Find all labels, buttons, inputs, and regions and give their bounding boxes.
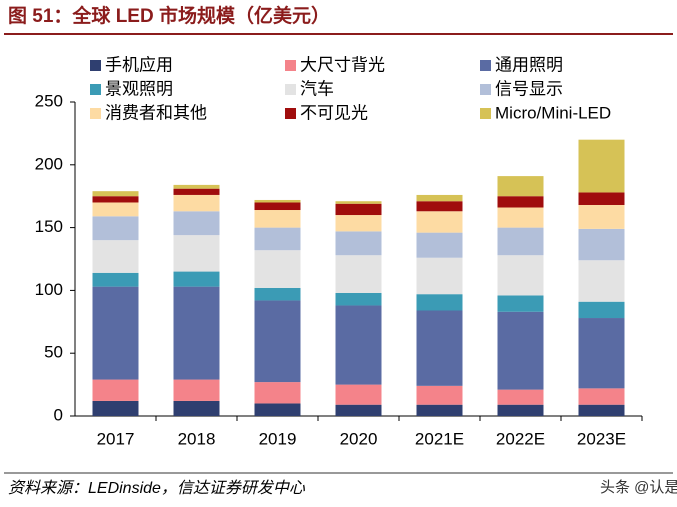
- x-tick-label: 2021E: [415, 429, 464, 448]
- y-tick-label: 100: [35, 280, 63, 299]
- bar-segment: [497, 196, 544, 208]
- bar-segment: [173, 286, 220, 380]
- bar-segment: [416, 201, 463, 212]
- y-tick-label: 200: [35, 154, 63, 173]
- bar-segment: [173, 235, 220, 272]
- bar-segment: [173, 188, 220, 195]
- legend-swatch: [285, 60, 296, 71]
- bar-segment: [92, 196, 139, 203]
- bar-segment: [92, 202, 139, 217]
- legend-label: 手机应用: [105, 55, 173, 74]
- bar-segment: [416, 232, 463, 258]
- bar-segment: [92, 286, 139, 380]
- bar-segment: [578, 192, 625, 205]
- bar-segment: [92, 240, 139, 273]
- bar-segment: [335, 231, 382, 256]
- bar-segment: [497, 389, 544, 405]
- bar-segment: [254, 300, 301, 383]
- bar-segment: [578, 228, 625, 261]
- bar-segment: [92, 272, 139, 287]
- legend-swatch: [285, 84, 296, 95]
- bar-segment: [173, 194, 220, 212]
- source: 资料来源：LEDinside，信达证券研发中心: [8, 479, 306, 497]
- x-tick-label: 2020: [340, 429, 378, 448]
- y-tick-label: 0: [54, 405, 63, 424]
- bar-segment: [497, 404, 544, 416]
- bar-segment: [254, 210, 301, 228]
- x-tick-label: 2019: [259, 429, 297, 448]
- bar-segment: [254, 202, 301, 211]
- bar-segment: [92, 400, 139, 416]
- bar-segment: [578, 204, 625, 229]
- bar-segment: [254, 227, 301, 251]
- y-tick-label: 50: [44, 343, 63, 362]
- legend-swatch: [480, 108, 491, 119]
- bar-segment: [416, 211, 463, 233]
- x-tick-label: 2017: [97, 429, 135, 448]
- bar-segment: [335, 255, 382, 293]
- bar-segment: [254, 403, 301, 416]
- x-tick-label: 2022E: [496, 429, 545, 448]
- bar-segment: [497, 311, 544, 390]
- bar-segment: [254, 287, 301, 301]
- legend-swatch: [90, 60, 101, 71]
- bar-segment: [416, 310, 463, 386]
- bar-segment: [416, 404, 463, 416]
- bar-segment: [578, 318, 625, 389]
- legend-label: 景观照明: [105, 79, 173, 98]
- bar-segment: [335, 215, 382, 232]
- bar-segment: [92, 191, 139, 197]
- bar-segment: [173, 400, 220, 416]
- bar-segment: [173, 184, 220, 189]
- bar-segment: [335, 384, 382, 405]
- bar-segment: [173, 379, 220, 401]
- bar-segment: [578, 260, 625, 302]
- legend-label: 消费者和其他: [105, 103, 207, 122]
- legend-label: 汽车: [300, 79, 334, 98]
- bar-segment: [254, 199, 301, 203]
- bar-segment: [578, 139, 625, 193]
- bar-segment: [335, 201, 382, 204]
- legend-swatch: [285, 108, 296, 119]
- bar-segment: [416, 194, 463, 202]
- legend-swatch: [90, 108, 101, 119]
- y-tick-label: 250: [35, 91, 63, 110]
- bar-segment: [578, 404, 625, 416]
- bar-segment: [254, 250, 301, 288]
- legend-label: 不可见光: [300, 103, 368, 122]
- x-tick-label: 2018: [178, 429, 216, 448]
- legend-swatch: [480, 60, 491, 71]
- legend-label: 信号显示: [495, 79, 563, 98]
- y-tick-label: 150: [35, 217, 63, 236]
- bar-segment: [173, 211, 220, 236]
- bar-segment: [416, 257, 463, 295]
- bar-segment: [578, 388, 625, 405]
- bar-segment: [497, 227, 544, 256]
- bar-segment: [578, 301, 625, 319]
- legend-label: Micro/Mini-LED: [495, 103, 611, 122]
- legend-swatch: [480, 84, 491, 95]
- chart-title: 图 51：全球 LED 市场规模（亿美元）: [8, 4, 330, 27]
- x-tick-label: 2023E: [577, 429, 626, 448]
- bar-segment: [92, 216, 139, 241]
- bar-segment: [497, 176, 544, 197]
- legend-swatch: [90, 84, 101, 95]
- watermark: 头条 @认是: [600, 479, 677, 496]
- bar-segment: [497, 207, 544, 228]
- bar-segment: [416, 385, 463, 405]
- bar-segment: [335, 292, 382, 306]
- bar-segment: [335, 203, 382, 216]
- bar-segment: [173, 271, 220, 287]
- bar-segment: [254, 382, 301, 404]
- bar-segment: [335, 305, 382, 385]
- bar-segment: [497, 295, 544, 312]
- bar-segment: [497, 255, 544, 296]
- legend-label: 通用照明: [495, 55, 563, 74]
- bar-segment: [335, 404, 382, 416]
- bar-segment: [416, 294, 463, 311]
- legend-label: 大尺寸背光: [300, 55, 385, 74]
- bar-segment: [92, 379, 139, 401]
